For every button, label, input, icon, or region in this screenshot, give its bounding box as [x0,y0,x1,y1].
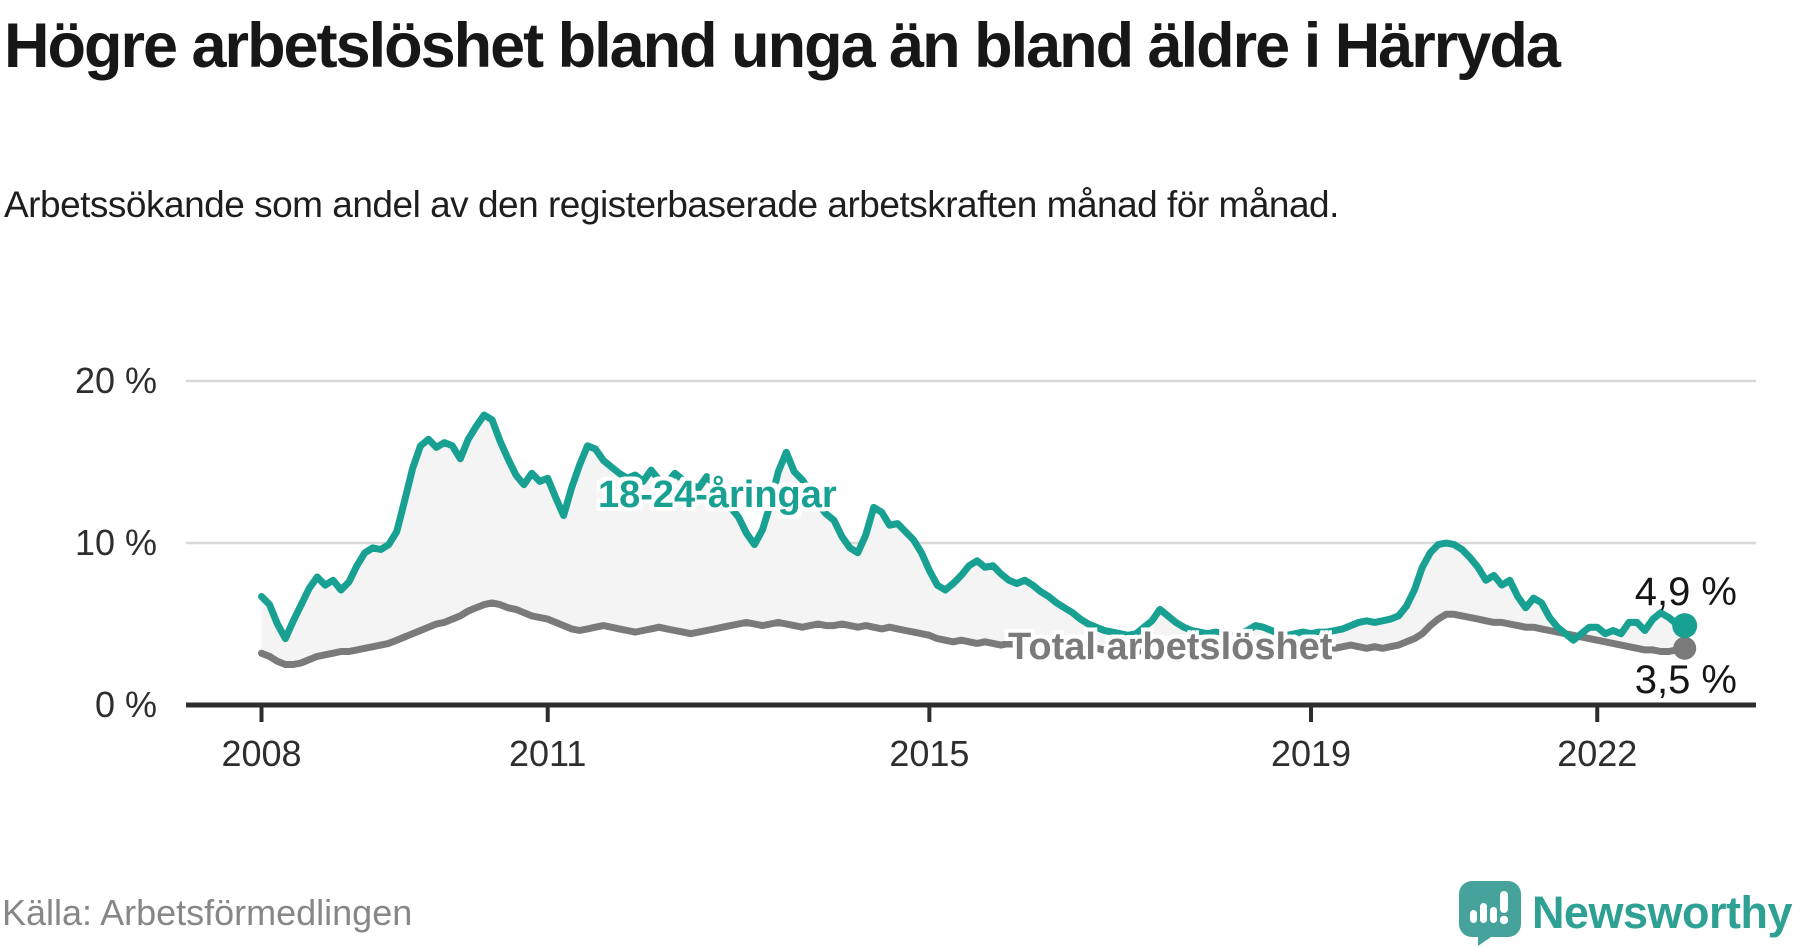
x-tick-label: 2011 [509,733,587,774]
y-tick-label: 20 % [74,360,157,401]
total-end-dot [1673,636,1697,660]
x-tick-label: 2022 [1557,733,1638,774]
newsworthy-logo: Newsworthy [1458,880,1793,946]
x-tick-label: 2019 [1270,733,1352,774]
end-value-label-youth: 4,9 % [1634,570,1737,614]
x-tick-label: 2015 [889,733,970,774]
youth-line [258,411,1689,644]
series-end-dots [1672,613,1698,660]
end-value-label-total: 3,5 % [1634,658,1737,702]
y-tick-label: 0 % [94,684,157,725]
y-tick-label: 10 % [74,522,157,563]
total-line [258,599,1689,668]
youth-end-dot [1672,613,1698,639]
source-note: Källa: Arbetsförmedlingen [2,892,413,933]
band-between-lines [261,415,1685,665]
series-lines [258,411,1689,668]
newsworthy-wordmark: Newsworthy [1531,887,1793,938]
area-between-series [261,415,1685,665]
newsworthy-logo-icon [1458,881,1521,946]
series-label-youth: 18-24-åringar [598,474,837,516]
page-title: Högre arbetslöshet bland unga än bland ä… [4,11,1561,81]
x-axis [186,702,1756,722]
chart-subtitle: Arbetssökande som andel av den registerb… [4,184,1339,225]
x-tick-label: 2008 [221,733,302,774]
series-label-total: Total arbetslöshet [1008,626,1333,668]
